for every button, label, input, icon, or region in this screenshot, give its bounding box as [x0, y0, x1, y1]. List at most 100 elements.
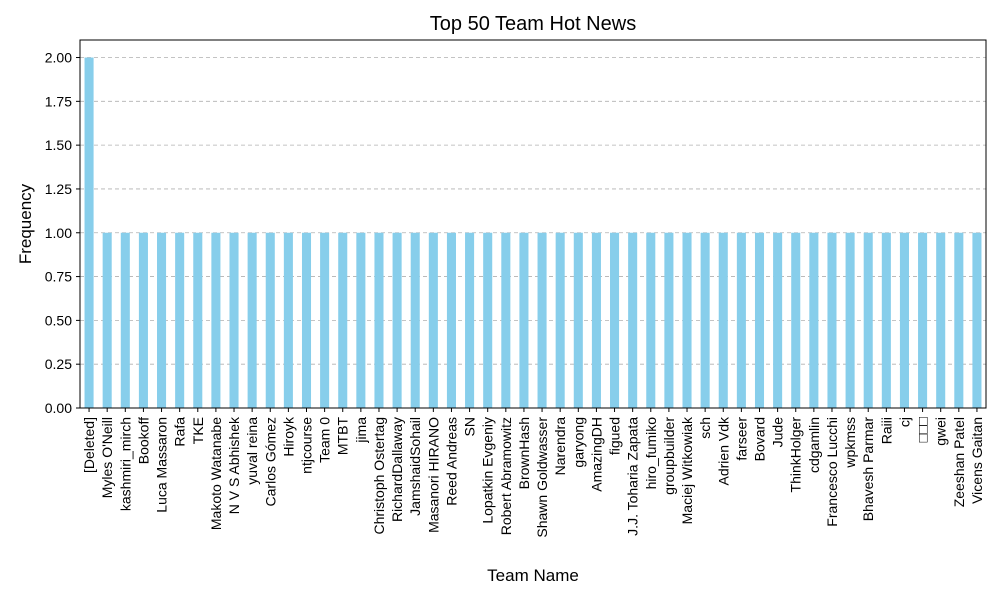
bar — [610, 232, 620, 408]
bar — [827, 232, 837, 408]
y-tick-label: 0.25 — [45, 356, 72, 372]
y-tick-label: 1.00 — [45, 225, 72, 241]
bar — [773, 232, 783, 408]
x-tick-label: hiro_fumiko — [643, 417, 659, 490]
x-tick-label: sch — [697, 417, 713, 439]
bar — [374, 232, 384, 408]
bar — [809, 232, 819, 408]
x-tick-label: cdgamlin — [806, 417, 822, 473]
x-tick-label: J.J. Toharia Zapata — [625, 417, 641, 536]
x-tick-label: Jude — [770, 417, 786, 448]
bar — [954, 232, 964, 408]
bar — [899, 232, 909, 408]
plot-frame — [79, 39, 987, 409]
y-axis-label: Frequency — [16, 183, 35, 264]
x-tick-label: [Deleted] — [81, 417, 97, 473]
x-tick-label: Team 0 — [317, 417, 333, 463]
x-tick-label: Lopatkin Evgeniy — [480, 417, 496, 524]
x-tick-label: kashmiri_mirch — [117, 417, 133, 511]
x-tick-label: gwei — [933, 417, 949, 446]
bar — [718, 232, 728, 408]
x-tick-label: □□□ — [915, 416, 931, 442]
x-tick-label: TKE — [190, 417, 206, 444]
y-axis-ticks: 0.00 0.25 0.50 0.75 1.00 1.25 1.50 1.75 2.00 — [45, 50, 80, 416]
bar — [881, 232, 891, 408]
x-tick-label: Zeeshan Patel — [951, 417, 967, 507]
bar — [465, 232, 475, 408]
x-tick-label: Bhavesh Parmar — [860, 417, 876, 522]
y-tick-label: 0.75 — [45, 269, 72, 285]
x-tick-label: BrownHash — [516, 417, 532, 489]
bar — [700, 232, 710, 408]
bars — [84, 57, 982, 409]
bar — [664, 232, 674, 408]
bar — [519, 232, 529, 408]
bar — [392, 232, 402, 408]
bar — [754, 232, 765, 408]
bar — [229, 232, 239, 408]
x-axis-label: Team Name — [487, 566, 579, 585]
x-tick-label: Vicens Gaitan — [969, 417, 985, 504]
x-tick-label: ThinkHolger — [788, 417, 804, 493]
bar — [283, 232, 293, 408]
bar — [102, 232, 112, 408]
bar — [501, 232, 511, 408]
x-tick-label: Maciej Witkowiak — [679, 416, 695, 524]
x-tick-label: figued — [607, 417, 623, 455]
bar — [918, 232, 928, 408]
x-tick-label: Adrien Vdk — [715, 416, 731, 485]
bar — [356, 232, 366, 408]
bar — [120, 232, 130, 408]
x-tick-label: jima — [353, 417, 369, 444]
bar — [175, 232, 185, 408]
bar — [555, 232, 565, 408]
bar — [193, 232, 203, 408]
x-tick-label: Francesco Lucchi — [824, 417, 840, 527]
bar — [791, 232, 801, 408]
bar — [320, 232, 330, 408]
x-tick-label: JamshaidSohail — [407, 417, 423, 516]
bar — [628, 232, 638, 408]
x-tick-label: wpkmss — [842, 417, 858, 469]
bar — [446, 232, 456, 408]
x-tick-label: groupbuilder — [661, 417, 677, 495]
bar — [338, 232, 348, 408]
bar — [646, 232, 656, 408]
bar — [682, 232, 692, 408]
x-tick-label: Raiii — [878, 417, 894, 444]
x-tick-label: farseer — [733, 417, 749, 461]
bar — [157, 232, 167, 408]
bar — [410, 232, 420, 408]
bar — [573, 232, 583, 408]
bar — [537, 232, 547, 408]
x-tick-label: N V S Abhishek — [226, 416, 242, 514]
bar — [845, 232, 855, 408]
x-tick-label: SN — [462, 417, 478, 436]
bar — [138, 232, 148, 408]
x-tick-label: MTBT — [335, 417, 351, 456]
bar — [211, 232, 221, 408]
x-tick-label: ntjcourse — [299, 417, 315, 474]
x-tick-label: Robert Abramowitz — [498, 417, 514, 535]
bar — [483, 232, 493, 408]
bar — [265, 232, 275, 408]
bar — [301, 232, 312, 408]
x-tick-label: RichardDallaway — [389, 417, 405, 522]
bar — [247, 232, 257, 408]
x-tick-label: Narendra — [552, 417, 568, 476]
x-tick-label: Reed Andreas — [443, 417, 459, 506]
x-tick-label: Carlos Gómez — [262, 417, 278, 506]
chart-title: Top 50 Team Hot News — [430, 13, 636, 35]
bar — [84, 57, 94, 409]
x-tick-label: Bookoff — [135, 417, 151, 464]
x-axis-ticks: [Deleted] Myles O'Neill kashmiri_mirch Book… — [81, 408, 985, 538]
bar — [591, 232, 601, 408]
bar — [863, 232, 873, 408]
x-tick-label: Shawn Goldwasser — [534, 417, 550, 538]
y-tick-label: 0.50 — [45, 312, 72, 328]
x-tick-label: AmazingDH — [588, 417, 604, 492]
y-tick-label: 1.75 — [45, 93, 72, 109]
y-tick-label: 2.00 — [45, 50, 72, 66]
y-tick-label: 1.50 — [45, 137, 72, 153]
x-tick-label: Rafa — [172, 417, 188, 447]
